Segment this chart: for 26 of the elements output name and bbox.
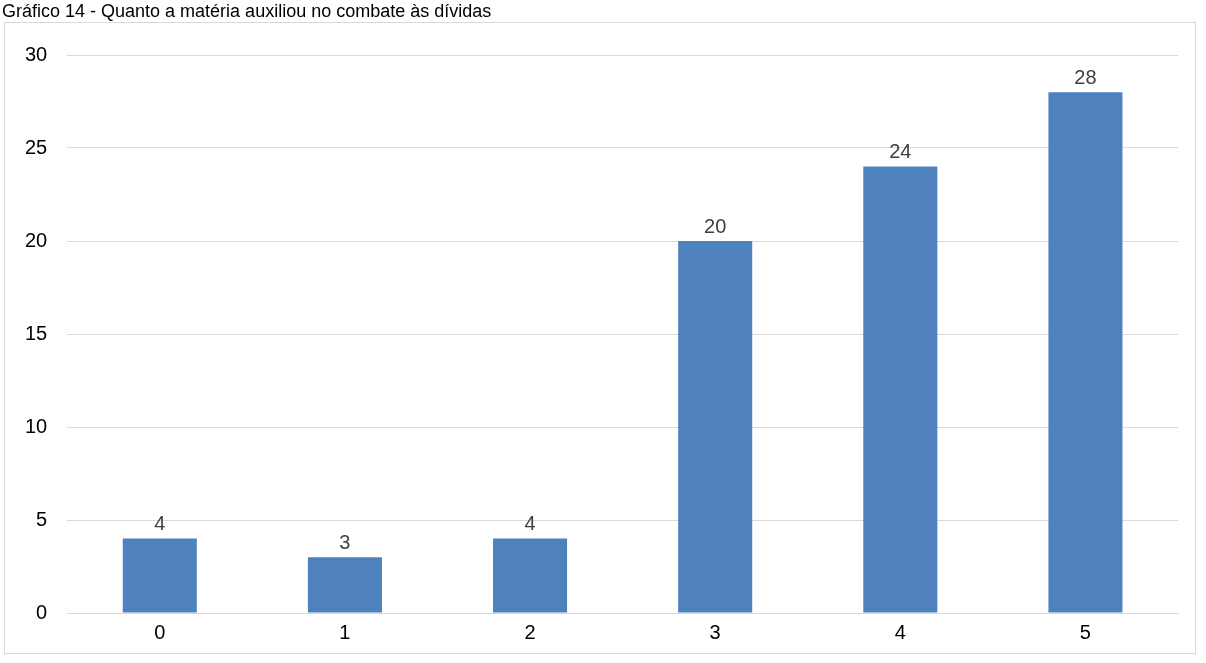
y-tick-label: 0 <box>36 600 48 623</box>
x-tick-label: 5 <box>1079 620 1091 643</box>
x-tick-label: 0 <box>154 620 166 643</box>
y-tick-label: 20 <box>25 228 48 251</box>
x-tick-label: 1 <box>339 620 351 643</box>
data-label: 4 <box>154 512 166 535</box>
y-tick-label: 15 <box>25 321 48 344</box>
data-label: 20 <box>704 214 727 237</box>
chart-title: Gráfico 14 - Quanto a matéria auxiliou no combate às dívidas <box>1 0 493 22</box>
bar <box>307 557 382 613</box>
bar <box>863 166 938 613</box>
y-tick-label: 25 <box>25 135 48 158</box>
x-tick-label: 4 <box>894 620 906 643</box>
bar <box>493 538 568 613</box>
x-tick-label: 2 <box>524 620 536 643</box>
data-label: 3 <box>339 530 351 553</box>
data-label: 28 <box>1074 65 1097 88</box>
y-tick-label: 30 <box>25 42 48 65</box>
bar <box>1048 92 1123 613</box>
data-label: 4 <box>524 512 536 535</box>
bar <box>678 241 753 613</box>
y-tick-label: 10 <box>25 414 48 437</box>
bar <box>122 538 197 613</box>
data-label: 24 <box>889 140 912 163</box>
x-tick-label: 3 <box>709 620 721 643</box>
y-tick-label: 5 <box>36 507 48 530</box>
